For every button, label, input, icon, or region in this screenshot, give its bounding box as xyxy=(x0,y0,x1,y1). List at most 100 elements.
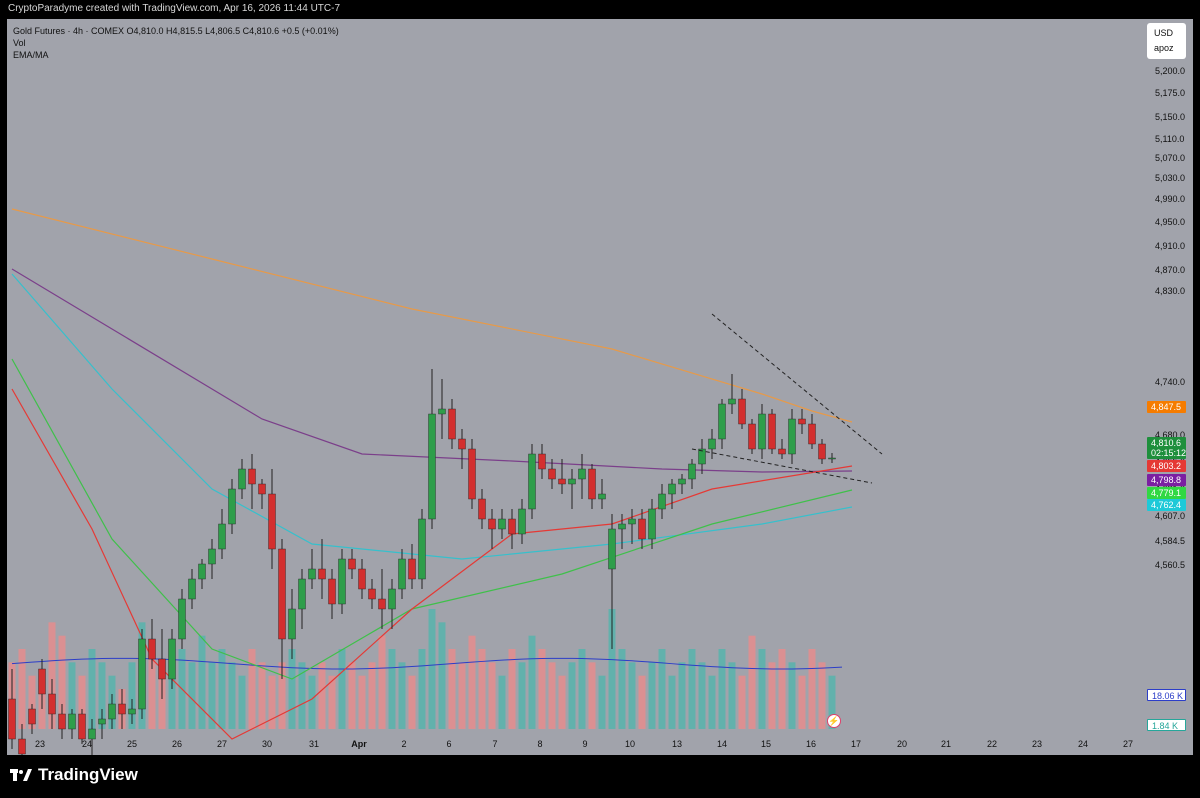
tradingview-logo-text: TradingView xyxy=(38,765,138,784)
candle-body xyxy=(358,568,366,590)
price-marker-label: 4,798.8 xyxy=(1147,474,1186,486)
candle-body xyxy=(648,508,656,540)
candle-body xyxy=(388,588,396,610)
candle-body xyxy=(458,438,466,450)
candle-body xyxy=(128,708,136,715)
candle-body xyxy=(638,518,646,540)
volume-bar xyxy=(68,662,76,729)
price-tick-label: 4,607.0 xyxy=(1155,511,1186,521)
candle-body xyxy=(538,453,546,470)
volume-bar xyxy=(298,662,306,729)
candle-body xyxy=(578,468,586,480)
time-tick-label: 27 xyxy=(216,739,227,749)
volume-bar xyxy=(828,675,836,729)
time-tick-label: 17 xyxy=(850,739,861,749)
candle-body xyxy=(818,443,826,460)
volume-bar xyxy=(778,649,786,729)
volume-bar xyxy=(358,675,366,729)
price-marker-label: 02:15:12 xyxy=(1147,447,1186,459)
volume-indicator-label[interactable]: Vol xyxy=(13,38,26,48)
candle-body xyxy=(298,578,306,610)
price-marker-label: 4,847.5 xyxy=(1147,401,1186,413)
price-marker-label: 4,762.4 xyxy=(1147,499,1186,511)
candle-body xyxy=(768,413,776,450)
price-marker-label: 18.06 K xyxy=(1147,689,1186,701)
price-tick-label: 5,110.0 xyxy=(1155,134,1185,144)
dashed-trendline[interactable] xyxy=(711,313,883,455)
candle-body xyxy=(628,518,636,525)
volume-bar xyxy=(248,649,256,729)
price-marker-label: 4,803.2 xyxy=(1147,460,1186,472)
currency-sub-label: apoz xyxy=(1154,43,1174,53)
volume-bar xyxy=(608,609,616,729)
volume-bar xyxy=(228,662,236,729)
volume-bar xyxy=(258,662,266,729)
candle-body xyxy=(228,488,236,525)
volume-bar xyxy=(718,649,726,729)
symbol-ohlc-line[interactable]: Gold Futures · 4h · COMEX O4,810.0 H4,81… xyxy=(13,26,339,36)
volume-bar xyxy=(198,635,206,729)
volume-bar xyxy=(168,675,176,729)
ema-line xyxy=(11,273,853,560)
candle-body xyxy=(758,413,766,450)
chart-area[interactable]: Gold Futures · 4h · COMEX O4,810.0 H4,81… xyxy=(7,19,1193,755)
candle-body xyxy=(448,408,456,440)
volume-bar xyxy=(48,622,56,729)
volume-bar xyxy=(738,675,746,729)
candle-body xyxy=(368,588,376,600)
volume-bar xyxy=(58,635,66,729)
currency-label: USD xyxy=(1154,28,1174,38)
volume-bar xyxy=(638,675,646,729)
lightning-icon[interactable]: ⚡ xyxy=(827,714,841,728)
candle-body xyxy=(568,478,576,485)
ema-line xyxy=(11,268,853,473)
candle-body xyxy=(498,518,506,530)
volume-bar xyxy=(98,662,106,729)
volume-bar xyxy=(618,649,626,729)
price-tick-label: 4,830.0 xyxy=(1155,286,1186,296)
volume-average-line xyxy=(11,657,843,670)
price-chart[interactable] xyxy=(7,19,1193,755)
volume-bar xyxy=(378,635,386,729)
candle-body xyxy=(608,528,616,570)
volume-bar xyxy=(328,675,336,729)
volume-bar xyxy=(438,622,446,729)
time-tick-label: 21 xyxy=(940,739,951,749)
candle-body xyxy=(728,398,736,405)
price-tick-label: 4,910.0 xyxy=(1155,241,1186,251)
price-tick-label: 5,150.0 xyxy=(1155,112,1186,122)
candle-body xyxy=(708,438,716,450)
candle-body xyxy=(108,703,116,720)
candle-body xyxy=(238,468,246,490)
volume-bar xyxy=(338,649,346,729)
ema-indicator-label[interactable]: EMA/MA xyxy=(13,50,49,60)
candle-body xyxy=(398,558,406,590)
price-tick-label: 5,070.0 xyxy=(1155,153,1186,163)
candle-body xyxy=(68,713,76,730)
volume-bar xyxy=(708,675,716,729)
volume-bar xyxy=(448,649,456,729)
volume-bar xyxy=(768,662,776,729)
dashed-trendline[interactable] xyxy=(691,448,873,484)
chart-author-banner: CryptoParadyme created with TradingView.… xyxy=(0,0,1200,18)
volume-bar xyxy=(588,662,596,729)
ema-line xyxy=(11,208,853,423)
candle-body xyxy=(348,558,356,570)
candle-body xyxy=(738,398,746,425)
volume-bar xyxy=(418,649,426,729)
candle-body xyxy=(88,728,96,740)
candle-body xyxy=(58,713,66,730)
volume-bar xyxy=(758,649,766,729)
volume-bar xyxy=(748,635,756,729)
time-tick-label: 6 xyxy=(446,739,452,749)
currency-selector[interactable]: USD apoz xyxy=(1147,23,1186,59)
volume-bar xyxy=(458,662,466,729)
candle-body xyxy=(308,568,316,580)
candle-body xyxy=(468,448,476,500)
candle-body xyxy=(178,598,186,640)
candle-body xyxy=(408,558,416,580)
candle-body xyxy=(48,693,56,715)
candle-body xyxy=(478,498,486,520)
volume-bar xyxy=(668,675,676,729)
volume-bar xyxy=(528,635,536,729)
